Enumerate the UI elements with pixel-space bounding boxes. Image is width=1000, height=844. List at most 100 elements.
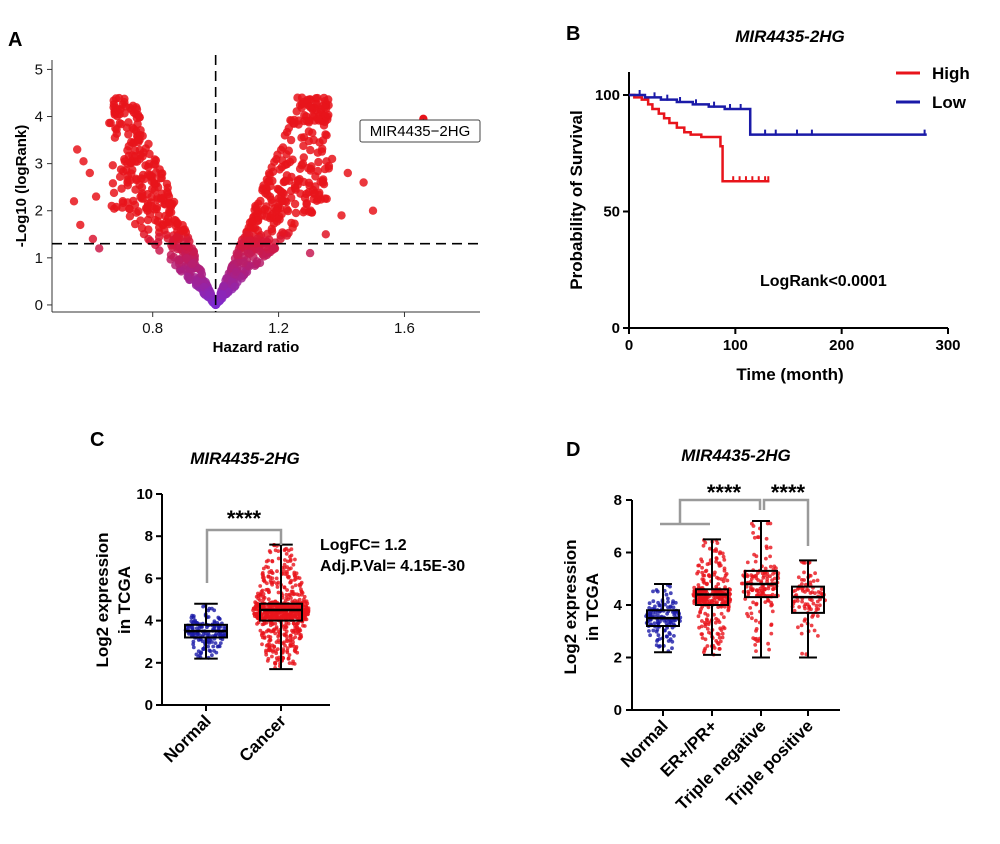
- volcano-point: [182, 254, 191, 263]
- box-point: [652, 621, 657, 626]
- box-point: [695, 571, 699, 576]
- box-point: [254, 594, 259, 599]
- box-point: [295, 605, 300, 609]
- box-point: [722, 558, 727, 562]
- volcano-point: [273, 150, 282, 159]
- volcano-point: [313, 114, 323, 124]
- box-point: [655, 619, 660, 624]
- volcano-point: [163, 190, 173, 199]
- box-point: [803, 602, 808, 607]
- box-point: [213, 641, 218, 645]
- box-point: [195, 632, 199, 637]
- box-point: [271, 629, 275, 634]
- box-point: [282, 548, 287, 553]
- box-point: [812, 628, 817, 633]
- panel-b-ytick-label: 100: [595, 87, 620, 104]
- volcano-point: [261, 242, 271, 252]
- volcano-point: [88, 234, 98, 244]
- box-point: [770, 592, 775, 597]
- box-point: [751, 600, 755, 605]
- volcano-point: [139, 230, 149, 239]
- box-point: [274, 576, 279, 581]
- box-point: [809, 623, 814, 628]
- box-point: [211, 644, 216, 649]
- panel-d-bracket-1: [678, 498, 762, 524]
- volcano-point: [132, 105, 142, 114]
- box-point: [705, 562, 710, 567]
- box-point: [293, 557, 297, 562]
- box-point: [656, 613, 660, 617]
- volcano-point: [299, 97, 309, 107]
- box-point: [305, 601, 310, 606]
- box-point: [763, 566, 768, 571]
- volcano-point: [109, 188, 119, 198]
- box-point: [719, 577, 724, 581]
- box-point: [699, 607, 703, 611]
- box-point: [293, 649, 298, 654]
- volcano-point: [283, 206, 293, 216]
- volcano-point: [79, 157, 88, 166]
- box-point: [203, 631, 208, 636]
- box-point: [764, 536, 769, 541]
- box-point: [662, 618, 667, 623]
- volcano-point: [136, 150, 145, 160]
- box-point: [803, 590, 807, 594]
- box-point: [281, 656, 286, 661]
- volcano-point: [260, 205, 270, 214]
- box-point: [756, 571, 760, 575]
- box-point: [275, 585, 280, 589]
- box-point: [214, 632, 219, 637]
- volcano-point: [290, 199, 300, 209]
- panel-b-xtick-label: 300: [935, 337, 960, 354]
- box-point: [289, 553, 294, 558]
- box-point: [269, 604, 273, 609]
- box-point: [754, 629, 758, 633]
- volcano-point: [276, 187, 285, 196]
- panel-d-ytick-label: 2: [614, 650, 622, 667]
- box-point: [754, 649, 758, 653]
- panel-c-logfc: LogFC= 1.2: [320, 537, 407, 554]
- box-point: [815, 614, 820, 618]
- box-point: [716, 605, 721, 609]
- box-point: [288, 605, 293, 610]
- box-point: [647, 629, 651, 633]
- box-point: [699, 624, 704, 629]
- panel-b-ticks: 0 100 200 300 0 50 100: [595, 87, 961, 354]
- box-point: [258, 584, 263, 588]
- volcano-point: [172, 232, 181, 242]
- box-point: [290, 585, 295, 589]
- volcano-point: [252, 257, 262, 266]
- box-point: [714, 616, 718, 621]
- box-point: [815, 599, 820, 604]
- volcano-point: [291, 185, 300, 194]
- box-point: [800, 599, 804, 604]
- box-point: [258, 594, 263, 598]
- box-point: [769, 631, 774, 636]
- volcano-point: [112, 106, 122, 116]
- panel-d-ytick-label: 0: [614, 702, 622, 719]
- volcano-point: [69, 197, 79, 206]
- box-point: [811, 601, 816, 606]
- panel-c-ylabel-line1: Log2 expression: [93, 532, 112, 667]
- box-point: [762, 573, 766, 578]
- box-point: [191, 639, 196, 644]
- volcano-point: [299, 208, 308, 217]
- box-point: [751, 636, 756, 640]
- box-point: [664, 634, 669, 639]
- box-iqr: [791, 585, 825, 614]
- panel-c-label: C: [90, 429, 104, 451]
- volcano-point: [151, 156, 161, 165]
- volcano-point: [368, 206, 378, 215]
- volcano-point: [123, 198, 132, 207]
- volcano-point: [250, 205, 259, 215]
- volcano-point: [132, 208, 141, 217]
- box-point: [274, 651, 279, 656]
- box-point: [299, 589, 304, 594]
- volcano-point: [174, 255, 183, 265]
- box-point: [289, 578, 293, 583]
- box-point: [746, 589, 750, 594]
- panel-c-ytick-label: 0: [145, 697, 153, 714]
- volcano-point: [297, 133, 306, 142]
- volcano-point: [180, 225, 189, 234]
- box-point: [214, 650, 219, 655]
